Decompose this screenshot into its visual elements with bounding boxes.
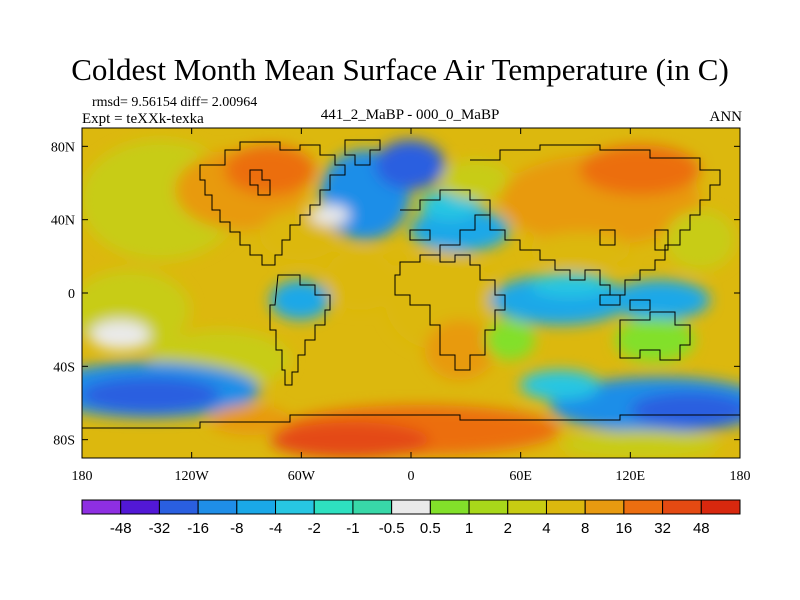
colorbar-label: -0.5 [379,520,405,537]
colorbar-label: 4 [542,520,550,537]
colorbar-swatch [468,499,509,515]
colorbar-label: 0.5 [420,520,441,537]
comparison-label: 441_2_MaBP - 000_0_MaBP [320,107,500,123]
experiment-label: Expt = teXXk-texka [82,111,204,127]
colorbar-label: 8 [581,520,589,537]
x-tick-label: 60E [509,469,532,484]
colorbar-label: -8 [230,520,243,537]
field-blobs [82,140,740,458]
colorbar-swatch [662,499,702,515]
x-tick-label: 180 [730,469,751,484]
x-tick-label: 120W [175,469,210,484]
x-tick-label: 0 [408,469,415,484]
colorbar-swatch [391,499,431,515]
colorbar-label: 2 [504,520,512,537]
colorbar-label: -2 [308,520,321,537]
y-tick-label: 40S [53,360,75,375]
y-tick-label: 80S [53,434,75,449]
x-tick-label: 180 [72,469,93,484]
colorbar-label: -32 [149,520,171,537]
colorbar-label: -48 [110,520,132,537]
colorbar-label: -1 [346,520,359,537]
colorbar-swatch [313,499,354,515]
colorbar-swatch [584,499,625,515]
colorbar-swatch [700,499,741,515]
colorbar-swatch [507,499,547,515]
colorbar-swatch [197,499,238,515]
colorbar-label: 32 [654,520,671,537]
season-label: ANN [709,109,743,125]
colorbar-swatch [158,499,199,515]
colorbar-label: -16 [187,520,209,537]
axis-ticks: 180 120W 60W 0 60E 120E 180 80N 40N 0 40S 80S [51,128,751,484]
colorbar-swatch [623,499,664,515]
colorbar-swatch [81,499,122,515]
x-tick-label: 120E [616,469,646,484]
colorbar-label: 16 [616,520,633,537]
colorbar-swatch [236,499,277,515]
map-title: Coldest Month Mean Surface Air Temperatu… [71,52,729,87]
colorbar-swatch [545,499,586,515]
colorbar-swatch [275,499,315,515]
colorbar-swatch [429,499,470,515]
temperature-field [82,128,740,458]
colorbar-swatch [120,499,160,515]
colorbar-label: 48 [693,520,710,537]
y-tick-label: 80N [51,140,75,155]
y-tick-label: 0 [68,287,75,302]
colorbar: -48 -32 -16 -8 -4 -2 -1 -0.5 0.5 1 2 4 8 16 32 48 [81,499,741,537]
coastlines [82,139,740,429]
colorbar-swatch [352,499,393,515]
stats-text: rmsd= 9.56154 diff= 2.00964 [92,95,258,110]
colorbar-label: 1 [465,520,473,537]
colorbar-label: -4 [269,520,282,537]
x-tick-label: 60W [288,469,316,484]
y-tick-label: 40N [51,214,75,229]
